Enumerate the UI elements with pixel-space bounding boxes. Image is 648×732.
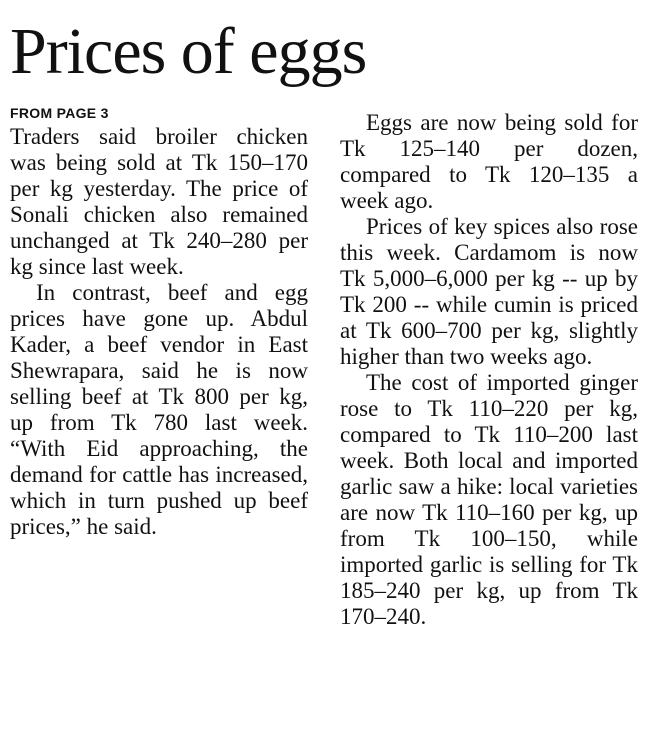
continuation-kicker: FROM PAGE 3 <box>10 105 109 121</box>
article-column-right: Eggs are now being sold for Tk 125–140 p… <box>340 110 638 630</box>
paragraph-spice-prices: Prices of key spices also rose this week… <box>340 214 638 369</box>
paragraph-egg-prices: Eggs are now being sold for Tk 125–140 p… <box>340 110 638 213</box>
paragraph-beef-prices: In contrast, beef and egg prices have go… <box>10 280 308 539</box>
paragraph-chicken-prices: Traders said broiler chicken was being s… <box>10 124 308 279</box>
paragraph-ginger-garlic-prices: The cost of imported ginger rose to Tk 1… <box>340 370 638 629</box>
article-column-left: FROM PAGE 3 Traders said broiler chicken… <box>10 104 308 540</box>
headline: Prices of eggs <box>10 15 367 88</box>
